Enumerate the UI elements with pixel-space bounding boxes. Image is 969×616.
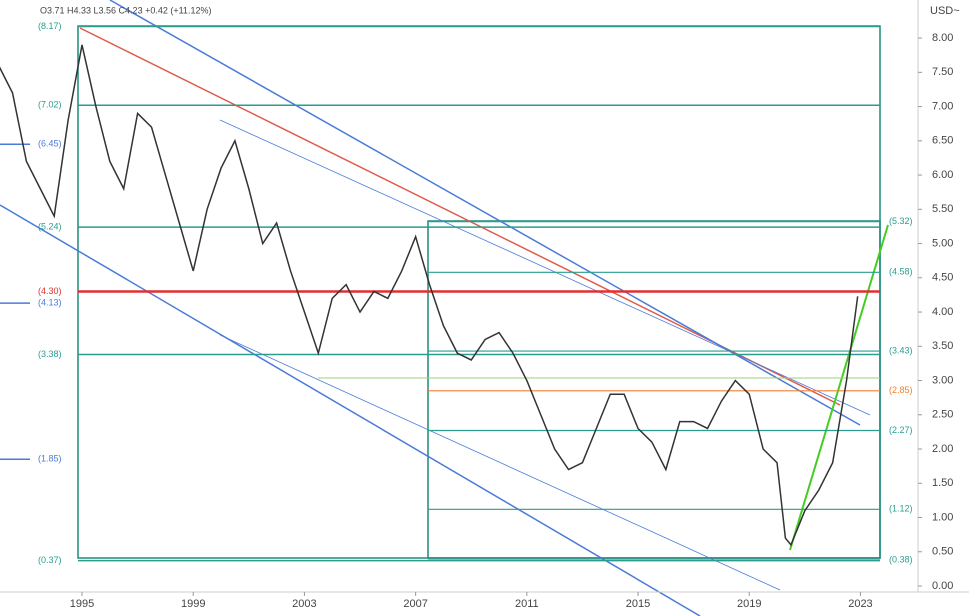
y-tick-label: 1.00: [932, 511, 953, 523]
x-tick-label: 1999: [181, 598, 205, 610]
trend-line: [0, 204, 701, 616]
y-tick-label: 4.00: [932, 306, 953, 318]
level-label: (3.38): [38, 349, 62, 359]
level-label: (4.58): [889, 267, 913, 277]
level-label: (4.13): [38, 298, 62, 308]
level-label: (2.85): [889, 385, 913, 395]
y-tick-label: 3.50: [932, 340, 953, 352]
level-label: (0.37): [38, 555, 62, 565]
y-tick-label: 7.50: [932, 66, 953, 78]
y-tick-label: 7.00: [932, 100, 953, 112]
y-tick-label: 3.00: [932, 374, 953, 386]
y-tick-label: 5.00: [932, 237, 953, 249]
trend-line: [789, 224, 889, 551]
y-tick-label: 0.50: [932, 546, 953, 558]
x-tick-label: 2007: [403, 598, 427, 610]
currency-label: USD~: [930, 5, 960, 17]
level-label: (8.17): [38, 21, 62, 31]
range-box: [427, 220, 881, 559]
level-label: (3.43): [889, 345, 913, 355]
x-tick-label: 2003: [292, 598, 316, 610]
level-label: (0.38): [889, 554, 913, 564]
x-tick-label: 2019: [737, 598, 761, 610]
level-label: (1.12): [889, 504, 913, 514]
level-label: (4.30): [38, 286, 62, 296]
price-line: [0, 44, 859, 547]
y-tick-label: 6.50: [932, 135, 953, 147]
level-label: (7.02): [38, 100, 62, 110]
level-label: (2.27): [889, 425, 913, 435]
level-label: (5.32): [889, 216, 913, 226]
trend-line: [219, 119, 871, 416]
trend-line: [219, 334, 781, 591]
level-label: (1.85): [38, 454, 62, 464]
y-tick-label: 1.50: [932, 477, 953, 489]
y-tick-label: 0.00: [932, 580, 953, 592]
y-tick-label: 8.00: [932, 32, 953, 44]
y-tick-label: 6.00: [932, 169, 953, 181]
x-tick-label: 2015: [626, 598, 650, 610]
x-tick-label: 1995: [70, 598, 94, 610]
x-tick-label: 2011: [515, 598, 539, 610]
level-label: (5.24): [38, 221, 62, 231]
y-tick-label: 5.50: [932, 203, 953, 215]
y-tick-label: 2.00: [932, 443, 953, 455]
y-tick-label: 2.50: [932, 409, 953, 421]
y-tick-label: 4.50: [932, 272, 953, 284]
ohlc-header: O3.71 H4.33 L3.56 C4.23 +0.42 (+11.12%): [40, 5, 211, 15]
x-tick-label: 2023: [848, 598, 872, 610]
level-label: (6.45): [38, 139, 62, 149]
